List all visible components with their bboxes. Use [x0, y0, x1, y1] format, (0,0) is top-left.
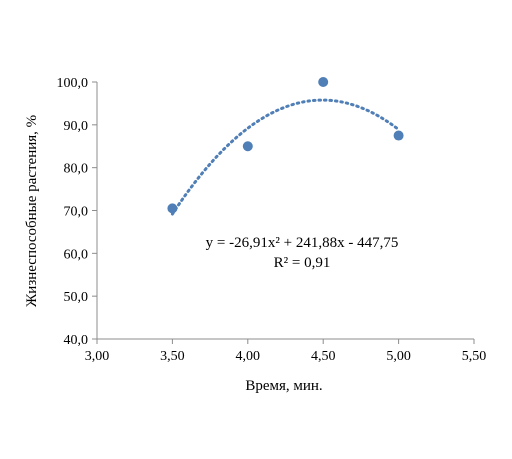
x-tick-label: 4,00 [236, 349, 261, 364]
y-tick-label: 50,0 [64, 290, 89, 305]
x-tick-label: 3,00 [85, 349, 110, 364]
x-tick-label: 5,50 [462, 349, 487, 364]
y-tick-label: 100,0 [57, 76, 89, 91]
y-tick-label: 80,0 [64, 162, 89, 177]
data-point [393, 130, 404, 141]
y-axis-label: Жизнеспособные растения, % [24, 115, 40, 307]
trendline [170, 98, 401, 216]
labels-layer: Жизнеспособные растения, % Время, мин. y… [24, 115, 398, 394]
y-tick-label: 60,0 [64, 247, 89, 262]
y-tick-label: 90,0 [64, 119, 89, 134]
trendline-equation: y = -26,91x² + 241,88x - 447,75 [206, 235, 399, 251]
x-tick-label: 4,50 [311, 349, 336, 364]
x-axis-label: Время, мин. [245, 378, 322, 394]
x-tick-label: 5,00 [386, 349, 411, 364]
r-squared-label: R² = 0,91 [274, 255, 331, 271]
data-point [167, 203, 178, 214]
trendline-layer [170, 98, 401, 216]
x-tick-label: 3,50 [160, 349, 185, 364]
y-tick-label: 40,0 [64, 333, 89, 348]
points-layer [167, 77, 404, 214]
y-tick-label: 70,0 [64, 205, 89, 220]
data-point [318, 77, 329, 87]
axes-layer: 40,0 50,0 60,0 70,0 80,0 90,0 100,0 3,00 3,50 4,0… [57, 76, 487, 364]
data-point [242, 141, 253, 152]
